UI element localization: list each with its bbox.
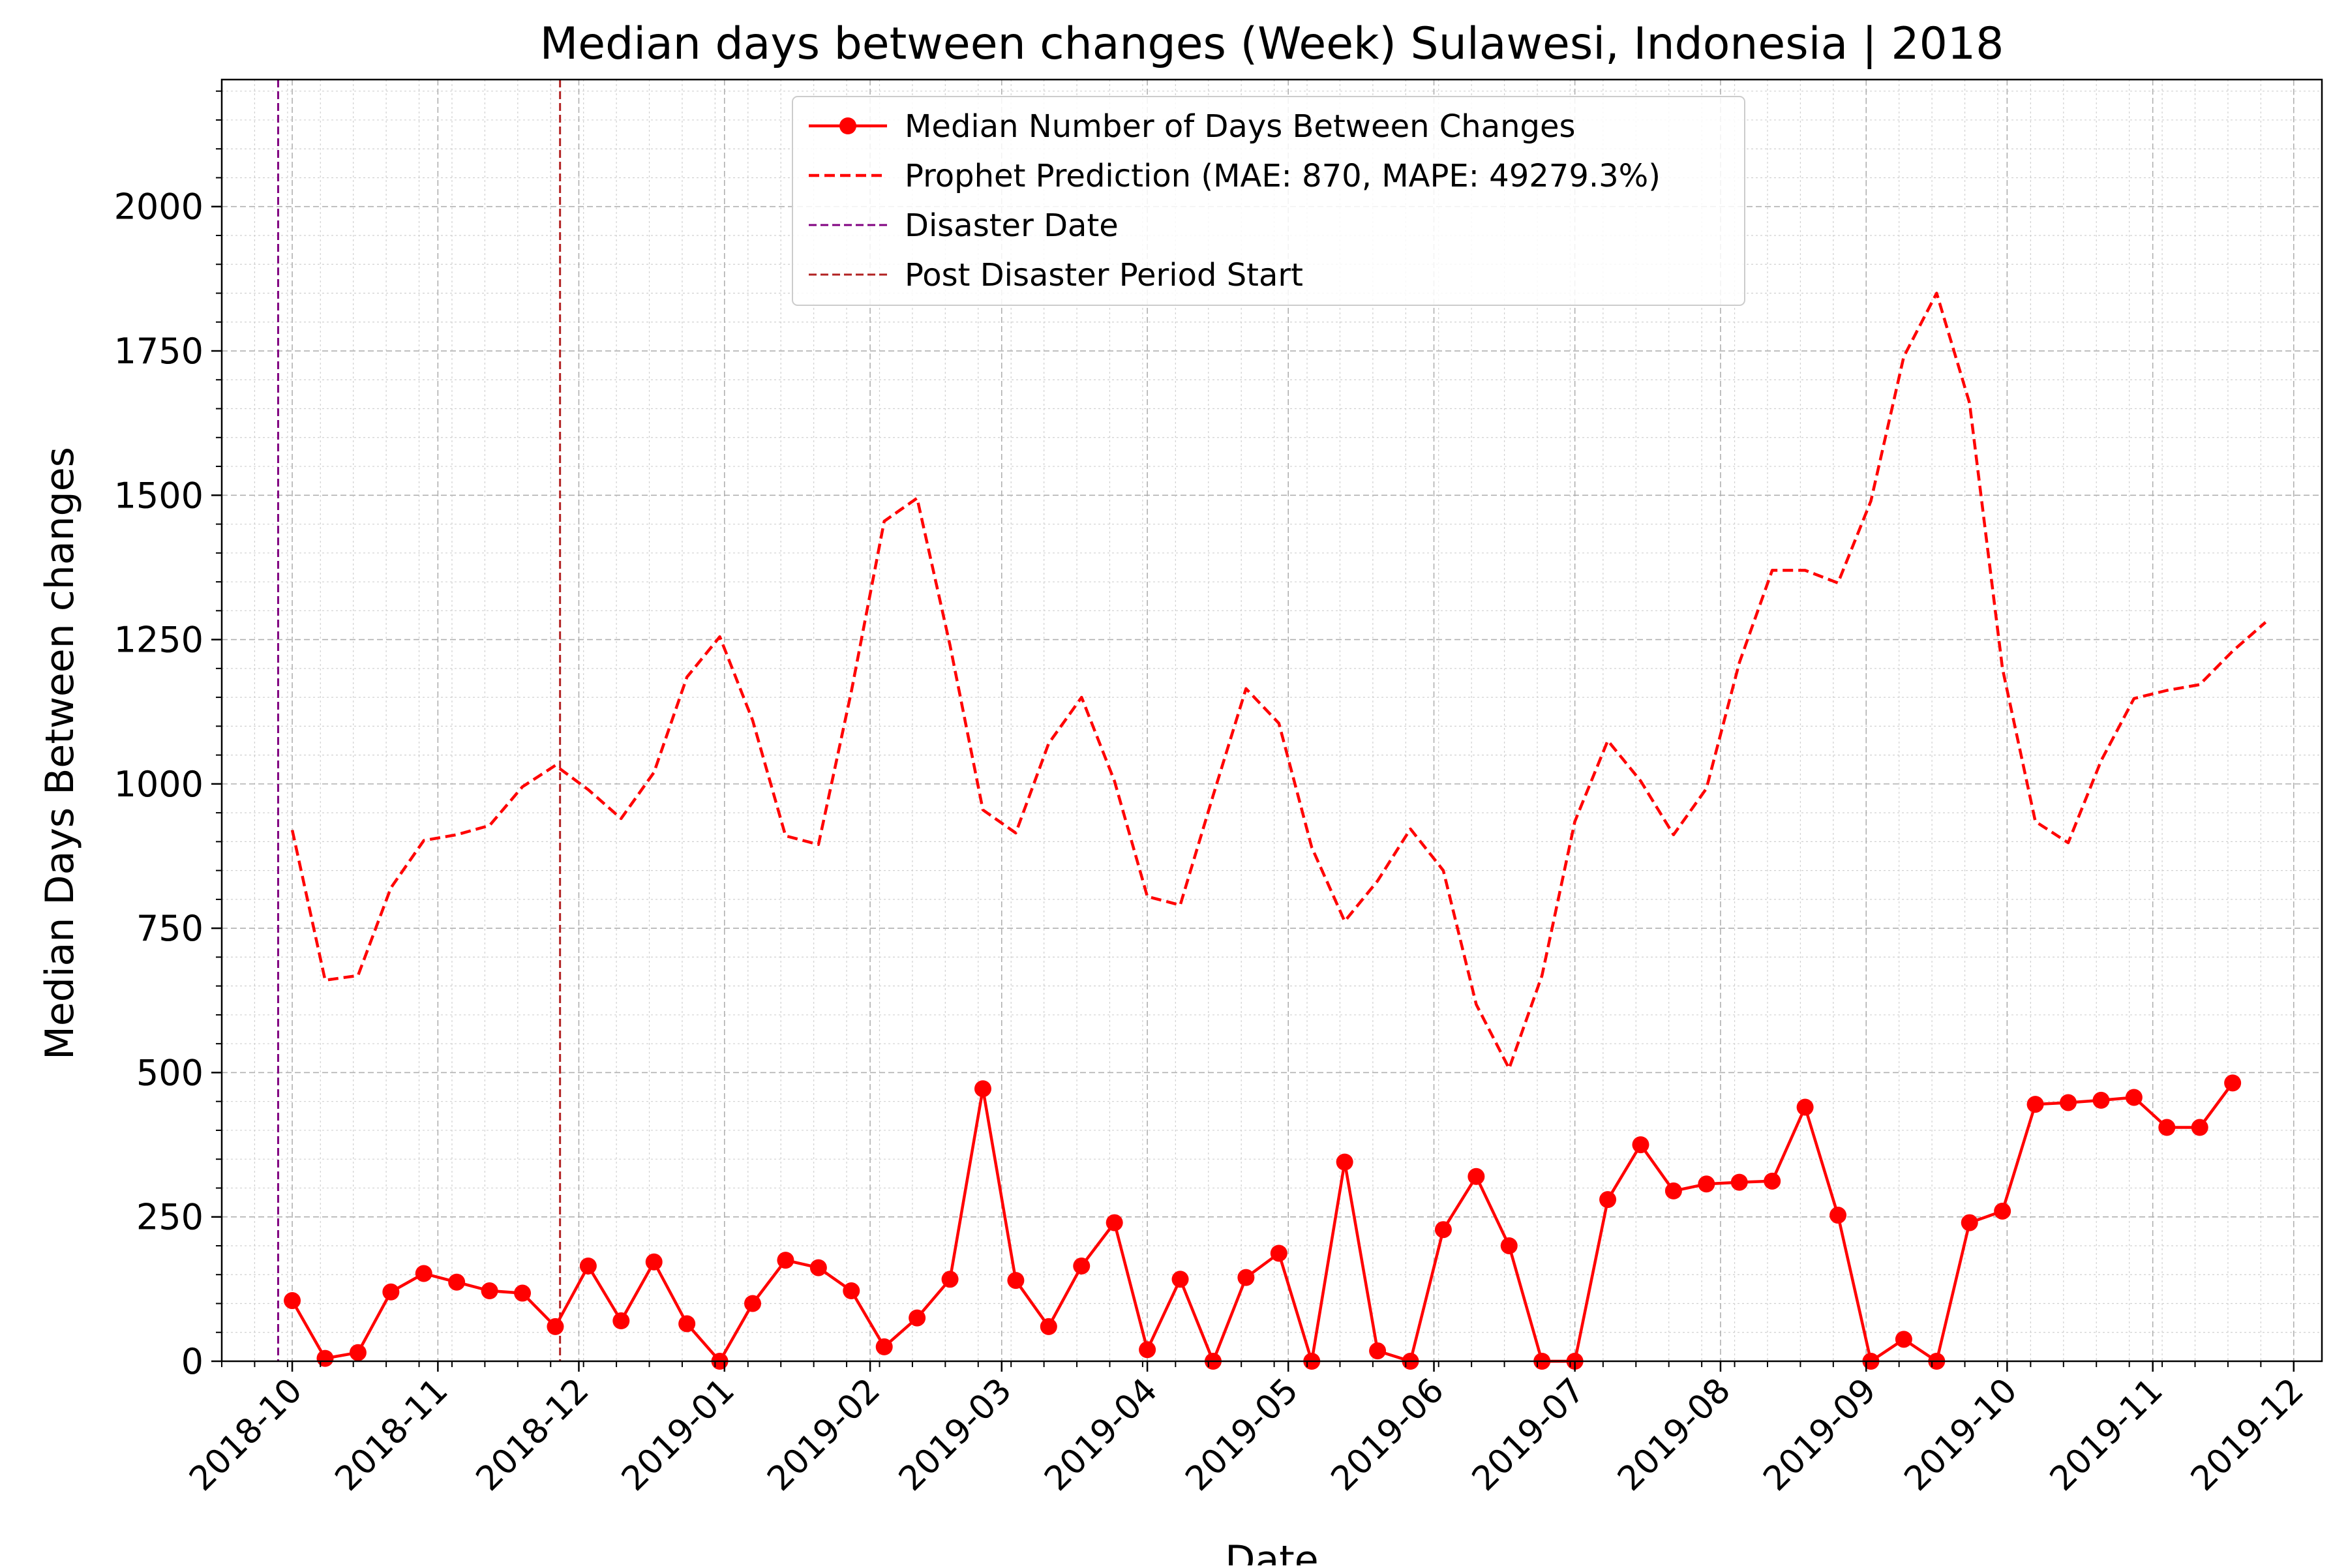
data-point [579,1257,597,1274]
chart-title: Median days between changes (Week) Sulaw… [540,18,2004,70]
data-point [1369,1342,1387,1360]
data-point [349,1344,367,1361]
data-point [1336,1153,1353,1171]
data-point [612,1312,630,1330]
data-point [1664,1182,1682,1199]
legend-label: Disaster Date [905,207,1119,244]
data-point [2092,1091,2110,1109]
x-tick-label: 2019-06 [1324,1371,1452,1499]
data-point [1434,1221,1452,1239]
x-tick-label: 2019-05 [1178,1371,1306,1499]
y-tick-label: 1250 [114,620,203,661]
data-point [316,1349,334,1367]
x-tick-label: 2019-07 [1465,1371,1593,1499]
data-point [547,1318,564,1335]
y-tick-label: 500 [136,1052,203,1093]
y-tick-label: 0 [181,1341,203,1382]
data-point [645,1253,663,1271]
data-point [1468,1168,1485,1185]
legend: Median Number of Days Between Changes Pro… [792,96,1745,306]
data-point [909,1309,926,1327]
data-point [1698,1175,1715,1193]
data-point [1007,1272,1025,1289]
data-point [1139,1341,1156,1359]
plot-frame [220,78,2323,1363]
x-tick-label: 2019-12 [2184,1371,2311,1499]
data-point [1171,1271,1189,1288]
data-point [1073,1257,1091,1274]
data-point [1500,1237,1518,1254]
legend-label: Median Number of Days Between Changes [905,108,1576,145]
y-axis-label: Median Days Between changes [37,447,83,1060]
minor-grid [221,80,2322,1361]
data-point [2158,1119,2176,1136]
data-point [2026,1096,2044,1113]
x-tick-label: 2019-09 [1756,1371,1884,1499]
prophet-prediction-line [290,292,2267,1070]
data-point [2060,1094,2077,1111]
legend-box [792,96,1745,306]
data-point [1829,1207,1847,1224]
y-tick-label: 750 [136,908,203,949]
y-tick-label: 1750 [114,331,203,372]
x-tick-label: 2018-10 [182,1371,310,1499]
data-point [1961,1214,1978,1231]
x-tick-label: 2019-02 [760,1371,888,1499]
y-tick-label: 250 [136,1197,203,1238]
data-point [2125,1089,2143,1106]
data-point [744,1295,762,1312]
data-point [843,1282,860,1300]
y-tick-label: 1500 [114,475,203,516]
legend-marker [839,117,856,134]
data-point [415,1265,432,1282]
x-axis-ticks: 2018-10 2018-11 2018-12 2019-01 2019-02 2019-… [182,1361,2311,1499]
data-point [974,1080,991,1098]
data-point [1040,1318,1057,1335]
x-tick-label: 2019-08 [1610,1371,1738,1499]
data-point [382,1283,400,1301]
data-point [448,1273,466,1291]
data-point [777,1252,794,1269]
x-axis-label: Date [1225,1537,1318,1565]
legend-label: Post Disaster Period Start [905,257,1303,294]
data-point [1796,1098,1814,1116]
data-point [809,1259,827,1276]
y-tick-label: 2000 [114,187,203,228]
data-point [2191,1119,2208,1136]
series-layer [284,292,2267,1370]
data-point [1237,1269,1255,1286]
x-tick-label: 2019-10 [1897,1371,2024,1499]
data-point [2224,1074,2242,1092]
x-tick-label: 2019-04 [1037,1371,1165,1499]
data-point [1599,1191,1617,1209]
reference-lines [277,80,562,1361]
data-point [1895,1331,1912,1348]
data-point [1994,1202,2011,1220]
data-point [1270,1244,1287,1262]
data-point [941,1271,959,1288]
legend-label: Prophet Prediction (MAE: 870, MAPE: 4927… [905,158,1661,194]
x-tick-label: 2019-03 [892,1371,1019,1499]
data-point [1106,1214,1123,1231]
data-point [875,1338,893,1355]
x-tick-label: 2019-01 [614,1371,742,1499]
data-point [678,1315,696,1333]
x-tick-label: 2018-12 [469,1371,597,1499]
data-point [284,1292,301,1310]
data-point [1632,1136,1649,1154]
data-point [514,1284,532,1302]
data-point [481,1282,498,1300]
y-axis-ticks: 0 250 500 750 1000 1250 1500 1750 2000 [114,90,222,1382]
data-point [1730,1173,1748,1191]
y-tick-label: 1000 [114,764,203,805]
x-tick-label: 2019-11 [2043,1371,2171,1499]
x-tick-label: 2018-11 [327,1371,455,1499]
data-point [1764,1172,1781,1190]
